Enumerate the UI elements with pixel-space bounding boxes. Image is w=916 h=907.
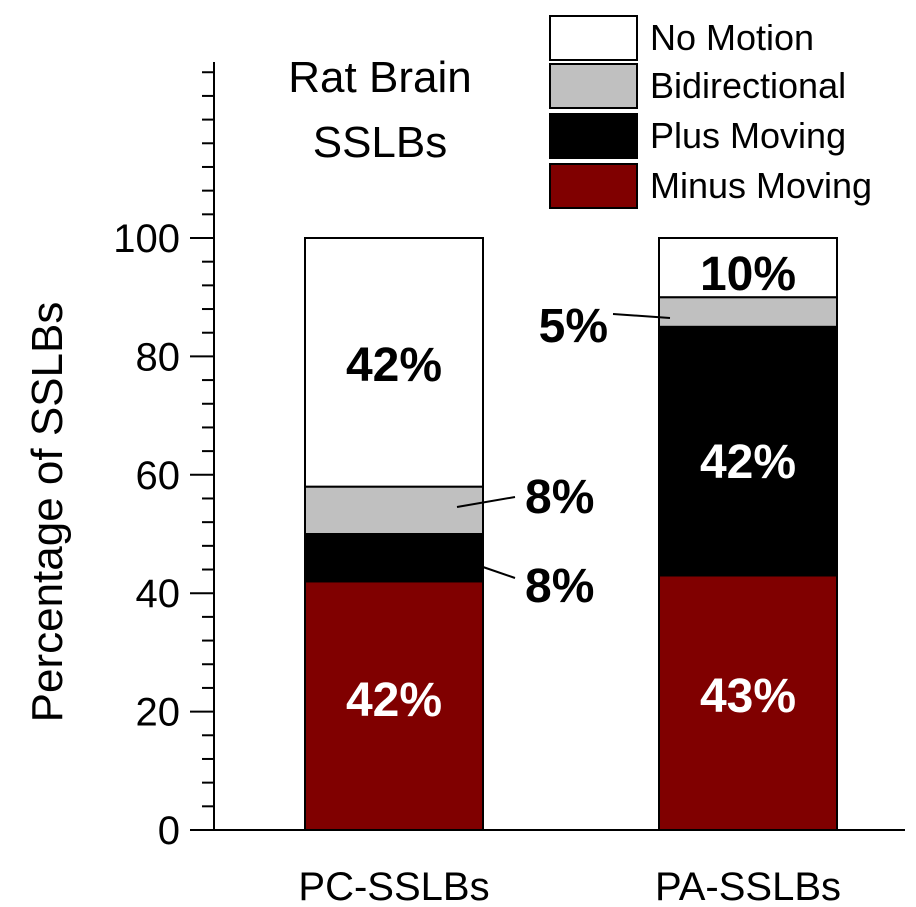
bar-segment-no-motion-pa-sslbs [658, 237, 838, 299]
bar-segment-bidirectional-pa-sslbs [658, 296, 838, 328]
x-tick-label: PC-SSLBs [298, 865, 489, 907]
data-label: 5% [539, 300, 608, 353]
legend-label-plus-moving: Plus Moving [650, 115, 846, 156]
data-label: 8% [525, 471, 594, 524]
legend-swatch-no-motion [549, 15, 638, 61]
data-label: 43% [700, 670, 796, 723]
segment-labels: 42% 42% 8% 8% 43% 42% 10% 5% [346, 248, 796, 727]
bars [304, 237, 838, 831]
y-tick-label: 80 [136, 335, 181, 379]
y-tick-label: 0 [158, 809, 180, 853]
legend-swatch-bidirectional [549, 63, 638, 109]
legend: No Motion Bidirectional Plus Moving Minus M… [549, 15, 872, 209]
chart-title-line-1: Rat Brain [288, 53, 471, 102]
data-label: 8% [525, 560, 594, 613]
axes: 0 20 40 60 80 100 PC-SSLBs PA-SSLBs [113, 62, 905, 907]
legend-label-minus-moving: Minus Moving [650, 165, 872, 206]
y-tick-label: 40 [136, 572, 181, 616]
y-axis-label: Percentage of SSLBs [23, 302, 72, 723]
bar-segment-plus-moving-pc-sslbs [304, 533, 484, 583]
legend-label-bidirectional: Bidirectional [650, 65, 846, 106]
y-tick-label: 60 [136, 454, 181, 498]
bar-segment-no-motion-pc-sslbs [304, 237, 484, 488]
data-label: 10% [700, 248, 796, 301]
legend-swatch-plus-moving [549, 113, 638, 159]
legend-label-no-motion: No Motion [650, 17, 814, 58]
x-tick-label: PA-SSLBs [655, 865, 841, 907]
bar-segment-bidirectional-pc-sslbs [304, 485, 484, 536]
data-label: 42% [346, 674, 442, 727]
chart-title-line-2: SSLBs [313, 118, 448, 167]
legend-swatch-minus-moving [549, 163, 638, 209]
bar-segment-minus-moving-pa-sslbs [658, 574, 838, 831]
y-tick-label: 20 [136, 691, 181, 735]
bar-segment-plus-moving-pa-sslbs [658, 325, 838, 577]
leader-line [482, 566, 516, 579]
data-label: 42% [346, 339, 442, 392]
leader-line [612, 313, 671, 319]
y-tick-label: 100 [113, 217, 180, 261]
leader-line [456, 496, 516, 508]
data-label: 42% [700, 436, 796, 489]
bar-segment-minus-moving-pc-sslbs [304, 580, 484, 831]
